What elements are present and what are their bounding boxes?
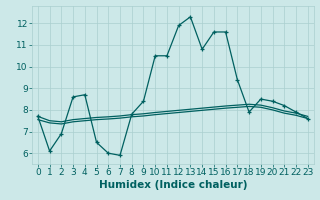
X-axis label: Humidex (Indice chaleur): Humidex (Indice chaleur) [99, 180, 247, 190]
